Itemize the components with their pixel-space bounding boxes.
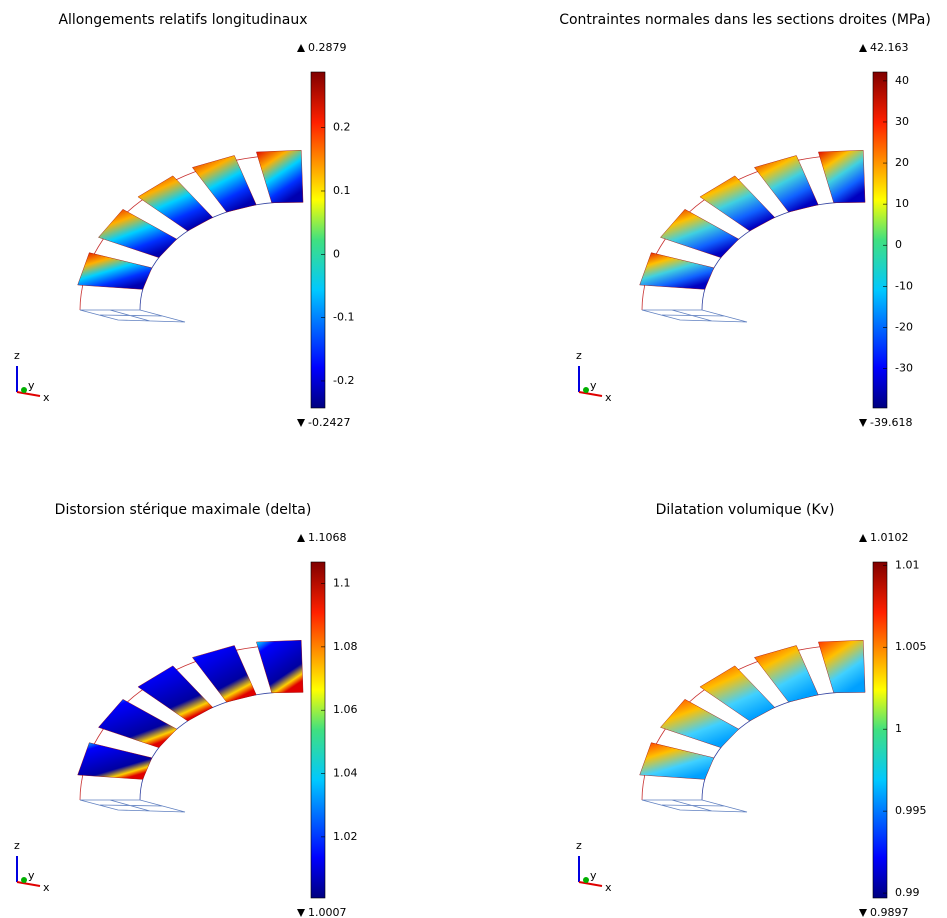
beam-edge xyxy=(139,201,291,311)
section-slab xyxy=(660,699,740,748)
colorbar-tick-label: 1.06 xyxy=(333,703,358,716)
colorbar-tick-label: 1.04 xyxy=(333,767,358,780)
axis-label: x xyxy=(43,391,50,404)
min-label: -39.618 xyxy=(870,416,912,429)
section-slab xyxy=(256,640,304,694)
beam-base xyxy=(641,309,748,323)
min-marker xyxy=(859,909,867,917)
colorbar-tick-label: -30 xyxy=(895,361,913,374)
colorbar-tick-label: -10 xyxy=(895,279,913,292)
beam-edge xyxy=(701,691,853,801)
colorbar-tick-label: 1.02 xyxy=(333,830,358,843)
section-slab xyxy=(256,150,304,204)
colorbar-tick-label: -20 xyxy=(895,320,913,333)
colorbar xyxy=(872,71,888,409)
colorbar-tick-label: 0.1 xyxy=(333,184,351,197)
colorbar-tick-label: 0.99 xyxy=(895,886,920,899)
min-marker xyxy=(297,419,305,427)
beam-edge xyxy=(701,201,853,311)
colorbar xyxy=(872,561,888,899)
axis-x xyxy=(16,391,41,397)
max-label: 0.2879 xyxy=(308,41,347,54)
colorbar-tick-label: 0.2 xyxy=(333,121,351,134)
axis-label: x xyxy=(605,881,612,894)
section-slab xyxy=(818,640,866,694)
colorbar-tick-label: 0 xyxy=(333,247,340,260)
max-label: 1.1068 xyxy=(308,531,347,544)
axis-label: y xyxy=(590,379,597,392)
section-slab xyxy=(77,742,153,780)
max-marker xyxy=(859,534,867,542)
colorbar-tick-label: 1.005 xyxy=(895,640,927,653)
colorbar-tick-label: 30 xyxy=(895,115,909,128)
min-label: -0.2427 xyxy=(308,416,350,429)
colorbar-tick-label: 1 xyxy=(895,722,902,735)
colorbar-tick-label: 10 xyxy=(895,197,909,210)
axis-label: x xyxy=(605,391,612,404)
max-marker xyxy=(859,44,867,52)
axis-x xyxy=(16,881,41,887)
min-label: 1.0007 xyxy=(308,906,347,918)
beam-edge xyxy=(139,691,291,801)
section-slab xyxy=(98,209,178,258)
beam-base xyxy=(79,309,186,323)
section-slab xyxy=(639,742,715,780)
colorbar xyxy=(310,561,326,899)
min-marker xyxy=(297,909,305,917)
axis-label: z xyxy=(14,839,20,852)
panel-title: Dilatation volumique (Kv) xyxy=(656,502,835,518)
section-slab xyxy=(77,252,153,290)
axis-label: y xyxy=(28,379,35,392)
axis-y xyxy=(583,877,589,883)
axis-y xyxy=(583,387,589,393)
colorbar xyxy=(310,71,326,409)
axis-label: z xyxy=(576,349,582,362)
min-label: 0.9897 xyxy=(870,906,909,918)
section-slab xyxy=(754,645,819,703)
colorbar-tick-label: 1.1 xyxy=(333,577,351,590)
axis-label: y xyxy=(590,869,597,882)
min-marker xyxy=(859,419,867,427)
colorbar-tick-label: -0.2 xyxy=(333,374,354,387)
axis-label: y xyxy=(28,869,35,882)
axis-y xyxy=(21,877,27,883)
axis-x xyxy=(578,881,603,887)
beam-base xyxy=(641,799,748,813)
panel-title: Distorsion stérique maximale (delta) xyxy=(55,502,312,518)
axis-label: z xyxy=(14,349,20,362)
section-slab xyxy=(699,665,776,722)
section-slab xyxy=(192,155,257,213)
axis-label: z xyxy=(576,839,582,852)
section-slab xyxy=(639,252,715,290)
section-slab xyxy=(699,175,776,232)
section-slab xyxy=(754,155,819,213)
section-slab xyxy=(192,645,257,703)
colorbar-tick-label: -0.1 xyxy=(333,311,354,324)
max-marker xyxy=(297,534,305,542)
colorbar-tick-label: 1.08 xyxy=(333,640,358,653)
colorbar-tick-label: 40 xyxy=(895,74,909,87)
section-slab xyxy=(660,209,740,258)
beam-base xyxy=(79,799,186,813)
colorbar-tick-label: 0 xyxy=(895,238,902,251)
section-slab xyxy=(137,665,214,722)
colorbar-tick-label: 20 xyxy=(895,156,909,169)
panel-title: Contraintes normales dans les sections d… xyxy=(559,12,931,28)
max-label: 42.163 xyxy=(870,41,909,54)
section-slab xyxy=(98,699,178,748)
section-slab xyxy=(818,150,866,204)
panel-title: Allongements relatifs longitudinaux xyxy=(58,12,307,28)
axis-x xyxy=(578,391,603,397)
section-slab xyxy=(137,175,214,232)
max-marker xyxy=(297,44,305,52)
colorbar-tick-label: 1.01 xyxy=(895,558,920,571)
max-label: 1.0102 xyxy=(870,531,909,544)
axis-label: x xyxy=(43,881,50,894)
colorbar-tick-label: 0.995 xyxy=(895,804,927,817)
axis-y xyxy=(21,387,27,393)
